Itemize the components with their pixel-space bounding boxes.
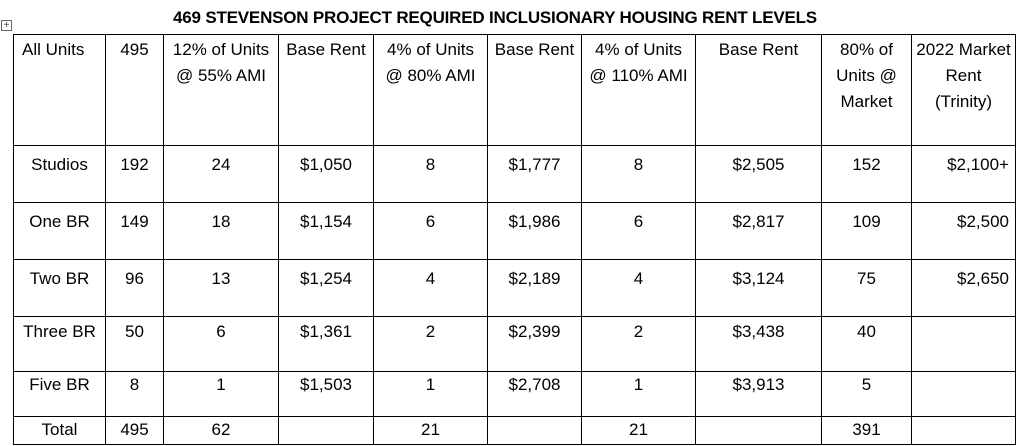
table-header-row: All Units 495 12% of Units @ 55% AMI Bas… bbox=[13, 34, 1016, 146]
table-cell: 1 bbox=[581, 371, 696, 417]
table-cell: 21 bbox=[581, 416, 696, 445]
table-cell: $2,650 bbox=[911, 259, 1016, 317]
header-cell: 4% of Units @ 110% AMI bbox=[581, 34, 696, 146]
table-cell: 24 bbox=[163, 145, 279, 203]
table-cell: 40 bbox=[821, 316, 912, 372]
table-row: Studios 192 24 $1,050 8 $1,777 8 $2,505 … bbox=[13, 145, 1016, 203]
table-cell: $2,100+ bbox=[911, 145, 1016, 203]
table-cell: 149 bbox=[105, 202, 164, 260]
header-cell: 80% of Units @ Market bbox=[821, 34, 912, 146]
table-cell bbox=[278, 416, 374, 445]
table-cell: 5 bbox=[821, 371, 912, 417]
table-cell: 391 bbox=[821, 416, 912, 445]
table-cell bbox=[695, 416, 822, 445]
table-cell: Studios bbox=[13, 145, 106, 203]
table-cell: $3,124 bbox=[695, 259, 822, 317]
table-row: Two BR 96 13 $1,254 4 $2,189 4 $3,124 75… bbox=[13, 259, 1016, 317]
table-row: Five BR 8 1 $1,503 1 $2,708 1 $3,913 5 bbox=[13, 371, 1016, 417]
table-cell: $1,777 bbox=[487, 145, 582, 203]
table-cell: Two BR bbox=[13, 259, 106, 317]
table-cell: 8 bbox=[105, 371, 164, 417]
table-cell: $3,913 bbox=[695, 371, 822, 417]
table-cell: $1,254 bbox=[278, 259, 374, 317]
table-cell bbox=[911, 371, 1016, 417]
table-cell: $1,361 bbox=[278, 316, 374, 372]
table-cell: $3,438 bbox=[695, 316, 822, 372]
table-cell: 21 bbox=[373, 416, 488, 445]
table-row: One BR 149 18 $1,154 6 $1,986 6 $2,817 1… bbox=[13, 202, 1016, 260]
table-cell: 6 bbox=[581, 202, 696, 260]
table-cell: 8 bbox=[373, 145, 488, 203]
header-cell: 4% of Units @ 80% AMI bbox=[373, 34, 488, 146]
table-cell: $2,505 bbox=[695, 145, 822, 203]
table-cell: 1 bbox=[163, 371, 279, 417]
table-cell: Total bbox=[13, 416, 106, 445]
rent-levels-table: All Units 495 12% of Units @ 55% AMI Bas… bbox=[13, 34, 1016, 445]
header-cell: 12% of Units @ 55% AMI bbox=[163, 34, 279, 146]
table-cell: 4 bbox=[373, 259, 488, 317]
table-cell: 4 bbox=[581, 259, 696, 317]
table-cell: $2,708 bbox=[487, 371, 582, 417]
table-cell: $1,503 bbox=[278, 371, 374, 417]
table-cell: 192 bbox=[105, 145, 164, 203]
table-cell: 96 bbox=[105, 259, 164, 317]
table-row: Three BR 50 6 $1,361 2 $2,399 2 $3,438 4… bbox=[13, 316, 1016, 372]
table-cell: 50 bbox=[105, 316, 164, 372]
header-cell: Base Rent bbox=[695, 34, 822, 146]
table-cell: 495 bbox=[105, 416, 164, 445]
table-cell: Five BR bbox=[13, 371, 106, 417]
table-cell: 2 bbox=[581, 316, 696, 372]
table-cell: One BR bbox=[13, 202, 106, 260]
table-cell: Three BR bbox=[13, 316, 106, 372]
page-title: 469 STEVENSON PROJECT REQUIRED INCLUSION… bbox=[173, 8, 817, 27]
table-cell: 13 bbox=[163, 259, 279, 317]
table-cell: $1,986 bbox=[487, 202, 582, 260]
table-cell: $2,500 bbox=[911, 202, 1016, 260]
header-cell: Base Rent bbox=[278, 34, 374, 146]
header-cell: 495 bbox=[105, 34, 164, 146]
table-cell bbox=[487, 416, 582, 445]
table-cell: 18 bbox=[163, 202, 279, 260]
table-cell: $1,154 bbox=[278, 202, 374, 260]
table-cell: 62 bbox=[163, 416, 279, 445]
table-total-row: Total 495 62 21 21 391 bbox=[13, 416, 1016, 445]
table-cell: 2 bbox=[373, 316, 488, 372]
table-cell: 152 bbox=[821, 145, 912, 203]
table-cell bbox=[911, 416, 1016, 445]
table-cell: 75 bbox=[821, 259, 912, 317]
header-cell: Base Rent bbox=[487, 34, 582, 146]
table-cell: $2,399 bbox=[487, 316, 582, 372]
table-cell: $1,050 bbox=[278, 145, 374, 203]
table-cell: 8 bbox=[581, 145, 696, 203]
table-cell: 1 bbox=[373, 371, 488, 417]
table-cell: $2,817 bbox=[695, 202, 822, 260]
header-cell: 2022 Market Rent (Trinity) bbox=[911, 34, 1016, 146]
table-move-handle-icon[interactable]: + bbox=[1, 20, 12, 31]
header-cell: All Units bbox=[13, 34, 106, 146]
table-cell bbox=[911, 316, 1016, 372]
table-cell: 6 bbox=[373, 202, 488, 260]
table-cell: $2,189 bbox=[487, 259, 582, 317]
table-cell: 6 bbox=[163, 316, 279, 372]
table-cell: 109 bbox=[821, 202, 912, 260]
